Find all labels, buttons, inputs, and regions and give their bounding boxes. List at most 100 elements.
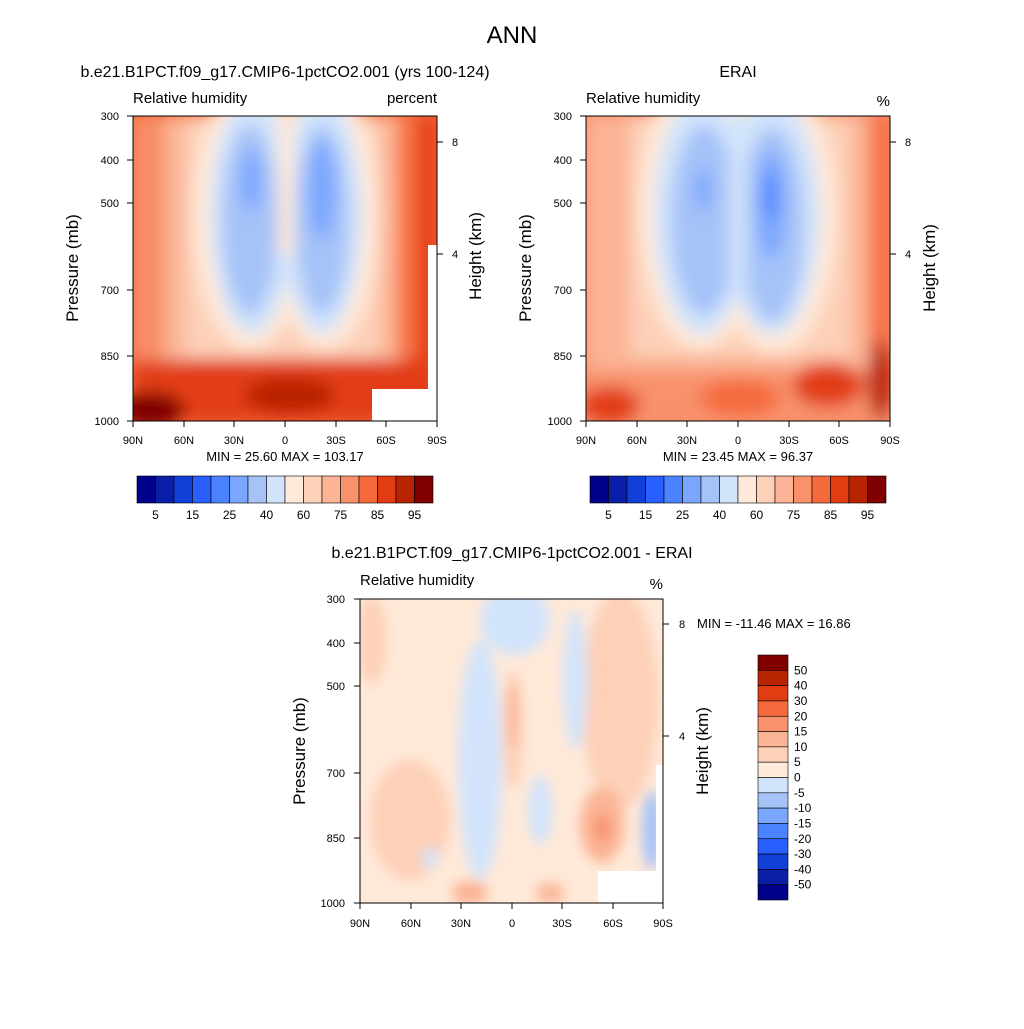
colorbar-swatch bbox=[645, 475, 665, 504]
x-tick-label: 60N bbox=[401, 918, 421, 930]
y-tick-label: 300 bbox=[101, 111, 119, 123]
colorbar-swatch bbox=[700, 475, 720, 504]
colorbar-swatch bbox=[192, 475, 212, 504]
colorbar-swatch bbox=[303, 475, 323, 504]
colorbar-label: 85 bbox=[371, 508, 385, 522]
panel-diff-ylabel: Pressure (mb) bbox=[290, 697, 309, 805]
x-tick-label: 90S bbox=[427, 435, 447, 447]
panel-diff-right-label: % bbox=[650, 576, 663, 593]
panel-obs-colorbar: 5 15 25 40 60 75 85 95 bbox=[589, 475, 887, 522]
colorbar-swatch bbox=[756, 475, 776, 504]
panel-diff-field bbox=[360, 599, 663, 903]
colorbar-swatch bbox=[229, 475, 249, 504]
colorbar-label: 50 bbox=[794, 663, 808, 677]
x-tick-label: 60N bbox=[627, 435, 647, 447]
colorbar-swatch bbox=[848, 475, 868, 504]
colorbar-label: -40 bbox=[794, 862, 812, 876]
colorbar-label: -30 bbox=[794, 847, 812, 861]
x-tick-label: 0 bbox=[282, 435, 288, 447]
colorbar-swatch bbox=[136, 475, 156, 504]
x-tick-label: 90N bbox=[576, 435, 596, 447]
y2-tick-label: 8 bbox=[452, 137, 458, 149]
colorbar-label: 75 bbox=[787, 508, 801, 522]
main-title: ANN bbox=[487, 22, 538, 49]
colorbar-label: 0 bbox=[794, 771, 801, 785]
y-tick-label: 850 bbox=[101, 351, 119, 363]
colorbar-label: 15 bbox=[794, 725, 808, 739]
y-tick-label: 400 bbox=[554, 155, 572, 167]
colorbar-swatch bbox=[757, 731, 789, 748]
panel-model-stats: MIN = 25.60 MAX = 103.17 bbox=[206, 449, 364, 464]
panel-diff-left-label: Relative humidity bbox=[360, 572, 475, 589]
x-tick-label: 30N bbox=[677, 435, 697, 447]
colorbar-swatch bbox=[757, 746, 789, 763]
panel-diff-stats: MIN = -11.46 MAX = 16.86 bbox=[697, 616, 851, 631]
x-tick-label: 60S bbox=[603, 918, 623, 930]
y-tick-label: 500 bbox=[101, 198, 119, 210]
colorbar-swatch bbox=[757, 884, 789, 901]
panel-obs-y-ticks: 300 400 500 700 850 1000 bbox=[548, 111, 586, 428]
colorbar-label: 40 bbox=[260, 508, 274, 522]
colorbar-label: 10 bbox=[794, 740, 808, 754]
panel-model-ylabel: Pressure (mb) bbox=[63, 214, 82, 322]
colorbar-label: -5 bbox=[794, 786, 805, 800]
colorbar-swatch bbox=[155, 475, 175, 504]
panel-obs-y2-ticks: 8 4 bbox=[890, 137, 911, 261]
colorbar-label: 40 bbox=[713, 508, 727, 522]
panel-model-title: b.e21.B1PCT.f09_g17.CMIP6-1pctCO2.001 (y… bbox=[80, 64, 489, 81]
colorbar-swatch bbox=[210, 475, 230, 504]
y-tick-label: 500 bbox=[554, 198, 572, 210]
colorbar-swatch bbox=[719, 475, 739, 504]
panel-diff: b.e21.B1PCT.f09_g17.CMIP6-1pctCO2.001 - … bbox=[290, 545, 851, 930]
y-tick-label: 700 bbox=[327, 768, 345, 780]
panel-model-field bbox=[133, 116, 437, 421]
colorbar-swatch bbox=[830, 475, 850, 504]
y-tick-label: 850 bbox=[327, 833, 345, 845]
x-tick-label: 60S bbox=[829, 435, 849, 447]
colorbar-swatch bbox=[757, 838, 789, 855]
colorbar-label: 75 bbox=[334, 508, 348, 522]
panel-obs-stats: MIN = 23.45 MAX = 96.37 bbox=[663, 449, 813, 464]
colorbar-label: 25 bbox=[223, 508, 237, 522]
colorbar-label: 20 bbox=[794, 709, 808, 723]
y2-tick-label: 4 bbox=[905, 249, 911, 261]
y-tick-label: 400 bbox=[327, 638, 345, 650]
colorbar-swatch bbox=[626, 475, 646, 504]
panel-model-x-ticks: 90N 60N 30N 0 30S 60S 90S bbox=[123, 421, 447, 447]
colorbar-swatch bbox=[757, 853, 789, 870]
colorbar-swatch bbox=[757, 807, 789, 824]
y-tick-label: 300 bbox=[554, 111, 572, 123]
y-tick-label: 500 bbox=[327, 681, 345, 693]
x-tick-label: 90S bbox=[653, 918, 673, 930]
colorbar-swatch bbox=[757, 869, 789, 885]
panel-model-ylabel-right: Height (km) bbox=[466, 212, 485, 300]
panel-obs-x-ticks: 90N 60N 30N 0 30S 60S 90S bbox=[576, 421, 900, 447]
y-tick-label: 1000 bbox=[95, 416, 119, 428]
x-tick-label: 30N bbox=[451, 918, 471, 930]
colorbar-label: 15 bbox=[186, 508, 200, 522]
colorbar-swatch bbox=[663, 475, 683, 504]
colorbar-swatch bbox=[395, 475, 415, 504]
colorbar-swatch bbox=[757, 823, 789, 840]
x-tick-label: 30S bbox=[779, 435, 799, 447]
colorbar-label: 95 bbox=[861, 508, 875, 522]
colorbar-swatch bbox=[757, 685, 789, 702]
x-tick-label: 0 bbox=[735, 435, 741, 447]
colorbar-swatch bbox=[173, 475, 193, 504]
colorbar-label: -15 bbox=[794, 816, 812, 830]
panel-obs-title: ERAI bbox=[719, 64, 756, 81]
colorbar-swatch bbox=[377, 475, 397, 504]
colorbar-swatch bbox=[358, 475, 378, 504]
panel-model: b.e21.B1PCT.f09_g17.CMIP6-1pctCO2.001 (y… bbox=[63, 64, 490, 522]
colorbar-swatch bbox=[682, 475, 702, 504]
colorbar-label: 85 bbox=[824, 508, 838, 522]
y-tick-label: 300 bbox=[327, 594, 345, 606]
y2-tick-label: 4 bbox=[679, 731, 685, 743]
colorbar-label: 5 bbox=[794, 755, 801, 769]
colorbar-label: 40 bbox=[794, 679, 808, 693]
colorbar-swatch bbox=[757, 777, 789, 794]
colorbar-swatch bbox=[757, 654, 789, 671]
colorbar-label: -20 bbox=[794, 832, 812, 846]
